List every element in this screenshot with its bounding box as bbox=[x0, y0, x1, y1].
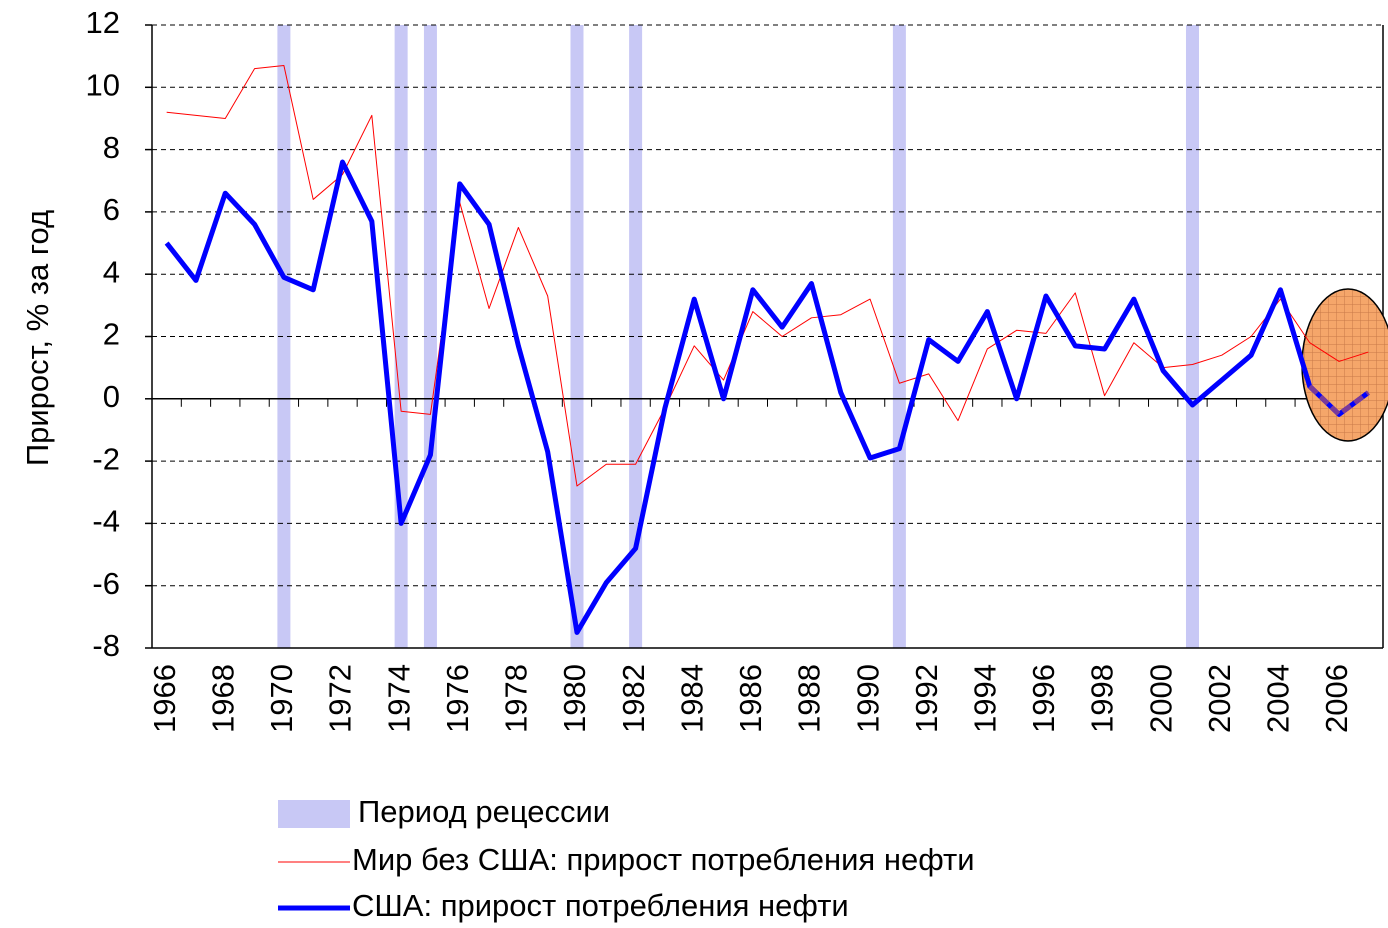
x-tick-label: 1990 bbox=[850, 664, 885, 733]
series-line bbox=[164, 159, 1370, 635]
y-tick-label: -6 bbox=[92, 566, 120, 601]
x-tick-label: 1998 bbox=[1085, 664, 1120, 733]
recession-bar bbox=[629, 25, 643, 648]
x-tick-label: 1972 bbox=[323, 664, 358, 733]
x-tick-label: 1996 bbox=[1026, 664, 1061, 733]
y-tick-label: 0 bbox=[103, 379, 120, 414]
highlight-ellipse bbox=[1301, 288, 1388, 442]
x-tick-label: 2002 bbox=[1202, 664, 1237, 733]
recession-bar bbox=[423, 25, 437, 648]
x-tick-label: 1986 bbox=[733, 664, 768, 733]
y-tick-label: 6 bbox=[103, 192, 120, 227]
series-line bbox=[166, 64, 1369, 487]
y-tick-label: 8 bbox=[103, 130, 120, 165]
y-tick-label: -4 bbox=[92, 504, 120, 539]
x-tick-label: 1980 bbox=[557, 664, 592, 733]
x-tick-label: 1982 bbox=[616, 664, 651, 733]
legend-swatch bbox=[278, 800, 350, 828]
x-tick-label: 1974 bbox=[381, 664, 416, 733]
x-tick-label: 1970 bbox=[264, 664, 299, 733]
x-tick-label: 2004 bbox=[1261, 664, 1296, 733]
y-tick-label: 10 bbox=[86, 67, 120, 102]
x-tick-label: 1978 bbox=[499, 664, 534, 733]
x-tick-label: 2006 bbox=[1319, 664, 1354, 733]
legend-label: Период рецессии bbox=[358, 794, 610, 829]
x-tick-label: 1984 bbox=[674, 664, 709, 733]
legend-label: Мир без США: прирост потребления нефти bbox=[352, 842, 975, 877]
y-tick-label: 2 bbox=[103, 317, 120, 352]
y-tick-label: -2 bbox=[92, 441, 120, 476]
y-tick-label: 4 bbox=[103, 254, 120, 289]
x-tick-label: 1994 bbox=[968, 664, 1003, 733]
recession-bar bbox=[277, 25, 291, 648]
y-tick-label: -8 bbox=[92, 628, 120, 663]
x-tick-label: 2000 bbox=[1143, 664, 1178, 733]
highlight-line bbox=[1307, 384, 1370, 418]
recession-bar bbox=[1185, 25, 1199, 648]
x-tick-label: 1988 bbox=[792, 664, 827, 733]
x-tick-label: 1966 bbox=[147, 664, 182, 733]
y-tick-label: 12 bbox=[86, 5, 120, 40]
x-tick-label: 1976 bbox=[440, 664, 475, 733]
x-tick-label: 1968 bbox=[205, 664, 240, 733]
y-axis-label: Прирост, % за год bbox=[20, 210, 55, 466]
x-tick-label: 1992 bbox=[909, 664, 944, 733]
legend-label: США: прирост потребления нефти bbox=[352, 888, 849, 923]
